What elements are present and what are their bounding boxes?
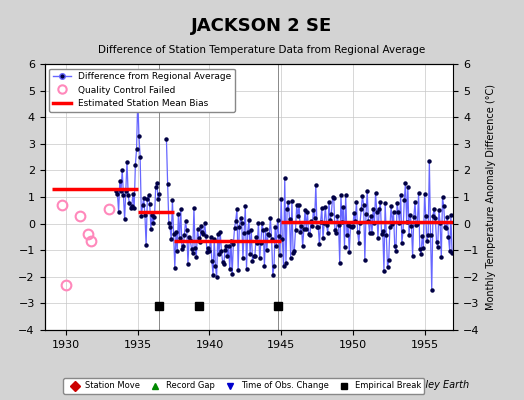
Legend: Difference from Regional Average, Quality Control Failed, Estimated Station Mean: Difference from Regional Average, Qualit… (49, 68, 235, 112)
Text: Berkeley Earth: Berkeley Earth (397, 380, 469, 390)
Legend: Station Move, Record Gap, Time of Obs. Change, Empirical Break: Station Move, Record Gap, Time of Obs. C… (63, 378, 424, 394)
Text: JACKSON 2 SE: JACKSON 2 SE (191, 17, 333, 35)
Text: Difference of Station Temperature Data from Regional Average: Difference of Station Temperature Data f… (99, 45, 425, 55)
Y-axis label: Monthly Temperature Anomaly Difference (°C): Monthly Temperature Anomaly Difference (… (486, 84, 496, 310)
